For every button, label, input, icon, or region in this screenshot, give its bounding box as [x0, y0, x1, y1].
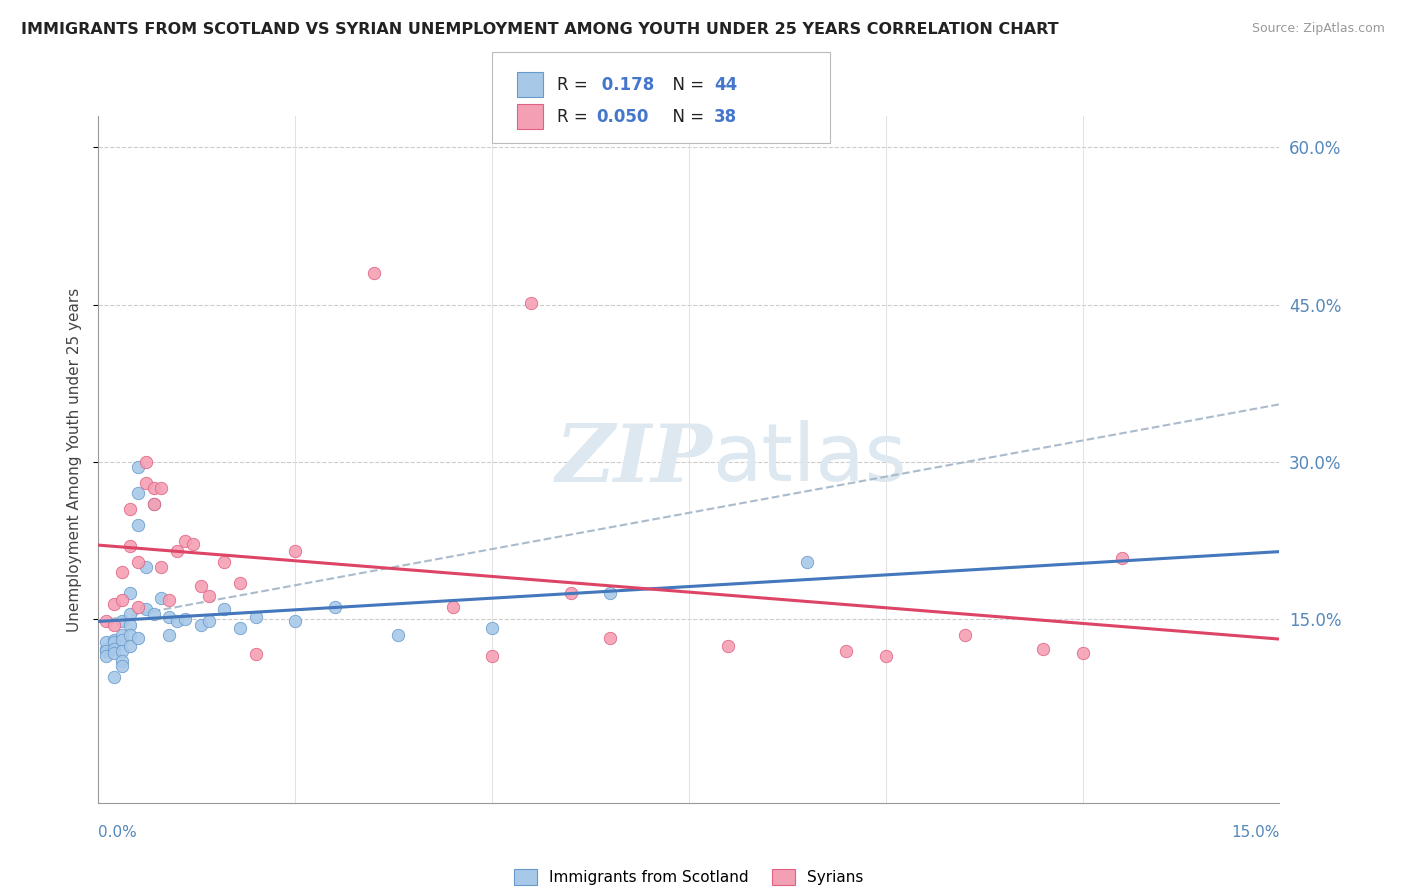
Point [118, 617, 141, 632]
Point [142, 497, 165, 511]
Point [717, 639, 740, 653]
Point [1071, 646, 1094, 660]
Text: 0.0%: 0.0% [98, 825, 138, 840]
Point [157, 593, 180, 607]
Text: 15.0%: 15.0% [1232, 825, 1279, 840]
Point [363, 266, 385, 280]
Point [103, 641, 125, 656]
Point [150, 481, 173, 495]
Point [142, 607, 165, 621]
Point [103, 633, 125, 648]
Point [127, 631, 149, 645]
Point [111, 633, 134, 648]
Point [142, 481, 165, 495]
Point [103, 597, 125, 611]
Point [174, 533, 197, 548]
Point [599, 631, 621, 645]
Text: R =: R = [557, 108, 593, 126]
Point [229, 575, 252, 590]
Point [835, 644, 858, 658]
Point [118, 502, 141, 516]
Point [190, 617, 212, 632]
Point [150, 591, 173, 606]
Point [118, 586, 141, 600]
Point [103, 617, 125, 632]
Point [387, 628, 409, 642]
Point [103, 670, 125, 684]
Point [135, 455, 157, 469]
Point [560, 586, 582, 600]
Point [127, 460, 149, 475]
Point [190, 579, 212, 593]
Point [245, 647, 267, 661]
Point [181, 537, 204, 551]
Point [127, 517, 149, 532]
Point [118, 539, 141, 553]
Point [1032, 641, 1054, 656]
Point [599, 586, 621, 600]
Point [481, 621, 503, 635]
Point [323, 599, 346, 614]
Point [118, 607, 141, 621]
Point [111, 644, 134, 658]
Text: atlas: atlas [713, 420, 907, 499]
Point [127, 486, 149, 500]
Legend: Immigrants from Scotland, Syrians: Immigrants from Scotland, Syrians [508, 863, 870, 891]
Text: 0.178: 0.178 [596, 76, 654, 94]
Point [284, 615, 307, 629]
Point [875, 648, 897, 663]
Point [157, 628, 180, 642]
Point [111, 659, 134, 673]
Point [520, 295, 543, 310]
Point [197, 589, 219, 603]
Point [96, 635, 118, 649]
Point [96, 615, 118, 629]
Text: Source: ZipAtlas.com: Source: ZipAtlas.com [1251, 22, 1385, 36]
Point [214, 602, 236, 616]
Point [103, 646, 125, 660]
Point [157, 610, 180, 624]
Point [135, 559, 157, 574]
Point [953, 628, 976, 642]
Point [111, 615, 134, 629]
Point [96, 648, 118, 663]
Point [96, 644, 118, 658]
Text: ZIP: ZIP [555, 421, 713, 498]
Point [214, 555, 236, 569]
Y-axis label: Unemployment Among Youth under 25 years: Unemployment Among Youth under 25 years [67, 287, 83, 632]
Point [150, 559, 173, 574]
Point [111, 593, 134, 607]
Point [127, 555, 149, 569]
Text: R =: R = [557, 76, 593, 94]
Point [142, 497, 165, 511]
Point [103, 635, 125, 649]
Point [96, 641, 118, 656]
Point [127, 599, 149, 614]
Point [111, 628, 134, 642]
Text: IMMIGRANTS FROM SCOTLAND VS SYRIAN UNEMPLOYMENT AMONG YOUTH UNDER 25 YEARS CORRE: IMMIGRANTS FROM SCOTLAND VS SYRIAN UNEMP… [21, 22, 1059, 37]
Point [1111, 551, 1133, 566]
Point [135, 475, 157, 490]
Point [441, 599, 464, 614]
Point [197, 615, 219, 629]
Text: 38: 38 [714, 108, 737, 126]
Point [111, 654, 134, 668]
Point [118, 628, 141, 642]
Point [174, 612, 197, 626]
Point [166, 615, 188, 629]
Text: 44: 44 [714, 76, 738, 94]
Point [481, 648, 503, 663]
Text: 0.050: 0.050 [596, 108, 648, 126]
Text: N =: N = [662, 76, 710, 94]
Point [135, 602, 157, 616]
Point [229, 621, 252, 635]
Text: N =: N = [662, 108, 710, 126]
Point [166, 544, 188, 558]
Point [118, 639, 141, 653]
Point [111, 565, 134, 579]
Point [796, 555, 818, 569]
Point [245, 610, 267, 624]
Point [284, 544, 307, 558]
